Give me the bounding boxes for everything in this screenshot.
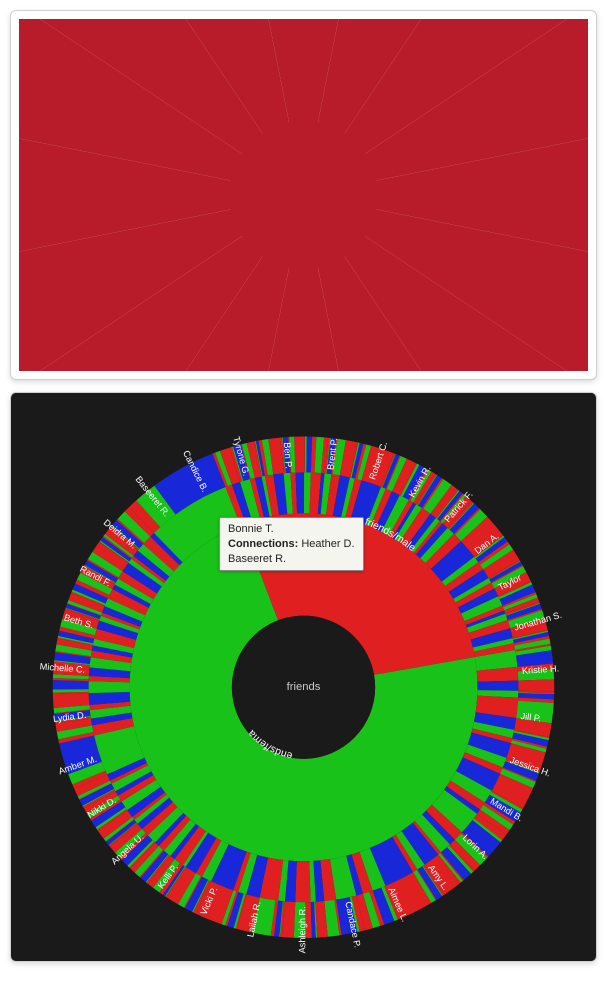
outer-label: Ashleigh R. [297, 906, 307, 953]
ring2-seg[interactable] [477, 681, 518, 691]
friends-sunburst[interactable]: friendsfriends/femalefriends/maleKristie… [11, 393, 596, 961]
ring2-seg[interactable] [89, 681, 130, 693]
outer-label: Ben P. [282, 442, 294, 469]
ring2-seg[interactable] [295, 861, 310, 902]
ring3-seg[interactable] [518, 679, 554, 691]
ring3-seg[interactable] [294, 436, 304, 472]
rising-sun-flag [19, 19, 588, 371]
ring3-seg[interactable] [53, 680, 89, 689]
rising-sun-flag-card [10, 10, 597, 380]
friends-sunburst-card: friendsfriends/femalefriends/maleKristie… [10, 392, 597, 962]
center-label: friends [287, 681, 321, 693]
